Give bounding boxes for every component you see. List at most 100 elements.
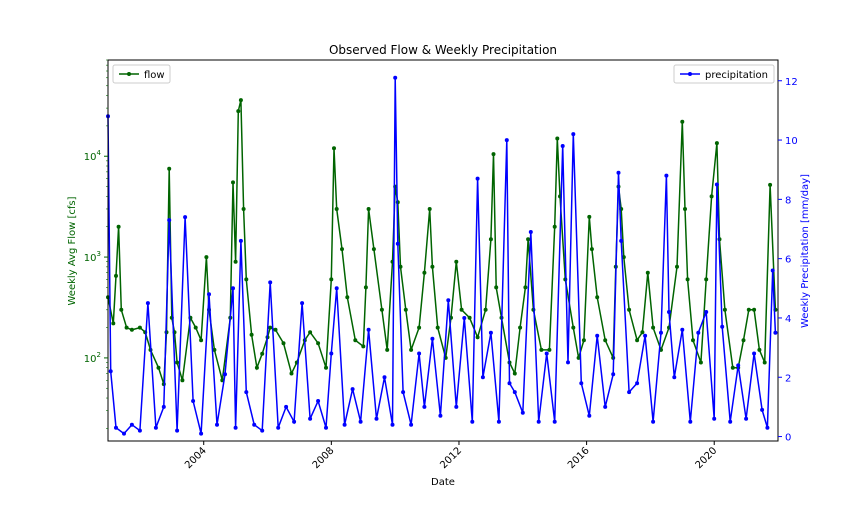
precipitation-point: [566, 360, 570, 365]
right-y-tick-label: 8: [785, 195, 791, 206]
flow-point: [363, 285, 368, 290]
flow-point: [180, 378, 185, 383]
precipitation-point: [167, 218, 172, 223]
precipitation-legend: precipitation: [673, 64, 775, 84]
flow-point: [273, 327, 278, 332]
flow-point: [398, 264, 403, 269]
flow-point: [111, 321, 116, 326]
right-y-tick-label: 10: [785, 136, 798, 147]
precipitation-point: [664, 173, 669, 178]
flow-point: [730, 365, 735, 370]
flow-point: [552, 224, 557, 229]
precipitation-point: [207, 292, 211, 297]
flow-point: [129, 327, 134, 332]
flow-point: [124, 325, 129, 330]
precipitation-point: [324, 425, 328, 430]
flow-point: [422, 270, 427, 275]
precipitation-point: [260, 428, 265, 433]
precipitation-point: [430, 336, 435, 341]
flow-point: [137, 325, 142, 330]
precipitation-point: [736, 363, 741, 368]
flow-point: [752, 307, 757, 312]
flow-point: [539, 347, 544, 352]
precipitation-point: [712, 416, 717, 421]
x-axis-label: Date: [431, 477, 455, 488]
precipitation-point: [619, 238, 624, 243]
precipitation-point: [659, 330, 663, 335]
flow-point: [709, 194, 714, 199]
flow-point: [435, 325, 440, 330]
precipitation-point: [752, 351, 757, 356]
precipitation-point: [446, 298, 451, 303]
flow-point: [741, 338, 746, 343]
flow-point: [589, 247, 594, 252]
precipitation-point: [475, 176, 480, 181]
flow-point: [603, 338, 608, 343]
precipitation-point: [108, 369, 113, 374]
precipitation-point: [268, 280, 273, 285]
precipitation-point: [374, 416, 379, 421]
precipitation-legend-marker: [688, 72, 692, 76]
precipitation-point: [507, 381, 512, 386]
flow-point: [260, 351, 265, 356]
flow-point: [345, 295, 350, 300]
flow-point: [488, 237, 493, 242]
flow-point: [627, 307, 632, 312]
precipitation-point: [153, 425, 158, 430]
flow-point: [241, 207, 246, 211]
precipitation-point: [122, 431, 126, 436]
precipitation-point: [680, 327, 685, 332]
chart-title: Observed Flow & Weekly Precipitation: [329, 43, 557, 57]
flow-legend: flow: [112, 64, 171, 84]
precipitation-point: [199, 431, 204, 436]
flow-point: [119, 307, 124, 312]
flow-point: [762, 360, 767, 365]
flow-point: [675, 264, 679, 269]
flow-legend-marker: [127, 72, 131, 76]
flow-point: [714, 141, 719, 146]
precipitation-point: [603, 404, 608, 409]
precipitation-point: [579, 381, 584, 386]
flow-point: [768, 182, 773, 187]
precipitation-point: [627, 390, 632, 395]
flow-point: [722, 307, 727, 312]
precipitation-series: [106, 75, 778, 436]
flow-point: [281, 341, 286, 346]
flow-point: [645, 270, 650, 275]
left-y-tick-label: 104: [84, 149, 102, 163]
flow-point: [204, 255, 209, 260]
precipitation-point: [358, 419, 363, 424]
precipitation-point: [643, 333, 648, 338]
flow-point: [156, 365, 161, 370]
precipitation-point: [488, 330, 493, 335]
precipitation-point: [714, 182, 719, 187]
precipitation-point: [223, 372, 227, 377]
precipitation-point: [765, 425, 770, 430]
precipitation-point: [395, 241, 400, 246]
flow-point: [233, 259, 238, 264]
flow-point: [212, 347, 217, 352]
precipitation-point: [284, 404, 289, 409]
precipitation-point: [760, 407, 765, 412]
flow-point: [454, 259, 459, 264]
precipitation-point: [417, 351, 422, 356]
flow-point: [334, 207, 339, 211]
precipitation-point: [300, 301, 305, 306]
precipitation-point: [145, 301, 150, 306]
flow-line: [107, 99, 777, 385]
right-y-tick-label: 2: [785, 373, 791, 384]
precipitation-point: [382, 375, 387, 380]
flow-point: [512, 371, 517, 376]
flow-point: [698, 360, 703, 365]
precipitation-point: [773, 330, 778, 335]
precipitation-point: [560, 144, 565, 148]
flow-point: [651, 325, 656, 330]
flow-point: [340, 247, 344, 252]
precipitation-legend-label: precipitation: [705, 70, 768, 81]
precipitation-point: [137, 428, 142, 433]
precipitation-point: [350, 387, 355, 392]
precipitation-legend-box: [673, 64, 775, 84]
right-y-axis-label: Weekly Precipitation [mm/day]: [800, 174, 811, 328]
right-y-tick-label: 12: [785, 77, 798, 88]
precipitation-point: [114, 425, 118, 430]
